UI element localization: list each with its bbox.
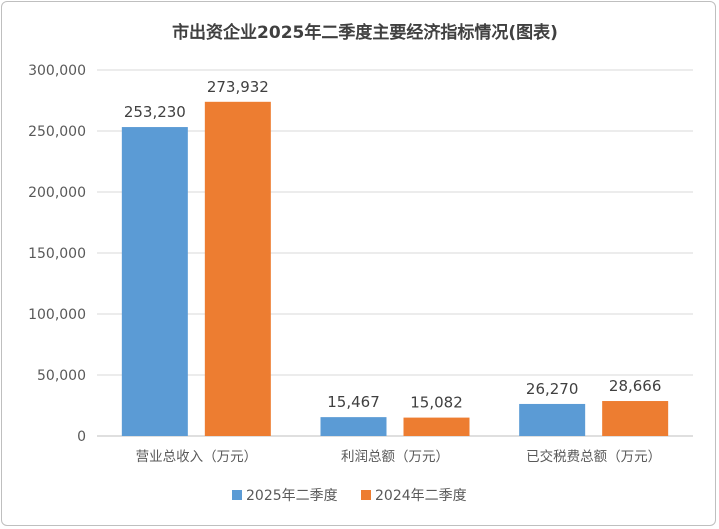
data-label: 15,467	[327, 393, 380, 411]
data-label: 273,932	[207, 78, 269, 96]
bars	[121, 101, 669, 437]
x-category-label: 营业总收入（万元）	[136, 449, 258, 465]
y-tick-label: 200,000	[28, 185, 86, 201]
gridlines	[97, 69, 693, 437]
bar	[121, 127, 188, 437]
bar	[403, 417, 470, 436]
data-label: 28,666	[609, 377, 662, 395]
bar	[204, 101, 271, 436]
legend-swatch	[232, 490, 242, 500]
bar	[320, 417, 387, 436]
data-labels: 253,230 273,932 15,467 15,082 26,270 28,666	[124, 78, 662, 412]
data-label: 253,230	[124, 103, 186, 121]
data-label: 15,082	[410, 394, 463, 412]
legend-swatch	[361, 490, 371, 500]
legend-entry: 2025年二季度	[246, 488, 338, 504]
x-axis: 营业总收入（万元） 利润总额（万元） 已交税费总额（万元）	[136, 448, 662, 465]
data-label: 26,270	[526, 380, 579, 398]
y-tick-label: 300,000	[28, 63, 86, 79]
bar	[602, 401, 669, 436]
bar	[519, 403, 586, 436]
y-tick-label: 0	[77, 429, 86, 445]
chart-title: 市出资企业2025年二季度主要经济指标情况(图表)	[172, 22, 558, 43]
legend: 2025年二季度 2024年二季度	[232, 488, 467, 504]
y-tick-label: 50,000	[37, 368, 86, 384]
x-category-label: 利润总额（万元）	[341, 449, 449, 465]
y-tick-label: 250,000	[28, 124, 86, 140]
x-category-label: 已交税费总额（万元）	[526, 448, 661, 465]
legend-entry: 2024年二季度	[375, 488, 467, 504]
y-axis: 0 50,000 100,000 150,000 200,000 250,000 300,0…	[28, 63, 86, 445]
y-tick-label: 150,000	[28, 246, 86, 262]
y-tick-label: 100,000	[28, 307, 86, 323]
